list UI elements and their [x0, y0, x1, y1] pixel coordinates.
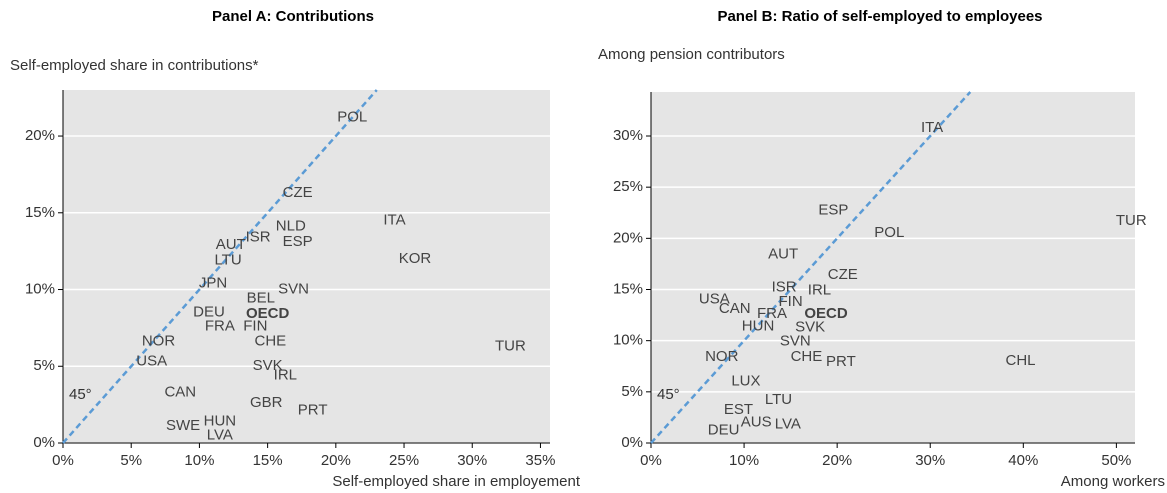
point-label: TUR: [495, 337, 526, 354]
point-label: USA: [699, 291, 730, 308]
point-label: JPN: [199, 274, 227, 291]
point-label: BEL: [247, 290, 275, 307]
x-tick-label: 10%: [729, 452, 759, 469]
point-label: NOR: [705, 348, 739, 365]
point-label: NLD: [276, 218, 306, 235]
point-label: PRT: [298, 402, 328, 419]
point-label: DEU: [708, 422, 740, 439]
chart-title: Panel B: Ratio of self-employed to emplo…: [717, 8, 1042, 25]
point-label: POL: [874, 224, 904, 241]
x-tick-label: 5%: [120, 452, 142, 469]
point-label: GBR: [250, 394, 283, 411]
point-label: CAN: [164, 383, 196, 400]
point-label: OECD: [804, 305, 848, 322]
point-label: PRT: [826, 353, 856, 370]
annotation: 45°: [69, 386, 92, 403]
point-label: FIN: [243, 317, 267, 334]
point-label: TUR: [1116, 212, 1147, 229]
y-tick-label: 10%: [613, 332, 643, 349]
annotation: 45°: [657, 386, 680, 403]
point-label: LVA: [207, 426, 233, 443]
diagonal-line: [62, 89, 378, 444]
x-tick-label: 0%: [640, 452, 662, 469]
point-label: IRL: [808, 281, 831, 298]
point-label: ESP: [818, 202, 848, 219]
x-tick-label: 0%: [52, 452, 74, 469]
point-label: ESP: [283, 233, 313, 250]
point-label: AUS: [741, 414, 772, 431]
point-label: SWE: [166, 417, 200, 434]
point-label: ISR: [246, 228, 271, 245]
x-tick-label: 20%: [822, 452, 852, 469]
point-label: HUN: [742, 317, 775, 334]
y-tick-label: 25%: [613, 178, 643, 195]
y-tick-label: 15%: [613, 280, 643, 297]
point-label: CHE: [791, 348, 823, 365]
point-label: KOR: [399, 250, 432, 267]
point-label: CZE: [828, 266, 858, 283]
point-label: LUX: [731, 373, 760, 390]
point-label: EST: [724, 401, 753, 418]
point-label: FRA: [205, 317, 235, 334]
y-tick-label: 20%: [613, 229, 643, 246]
point-label: LTU: [214, 251, 241, 268]
x-tick-label: 50%: [1101, 452, 1131, 469]
point-label: CHE: [255, 333, 287, 350]
x-tick-label: 10%: [184, 452, 214, 469]
y-tick-label: 15%: [25, 204, 55, 221]
point-label: SVK: [253, 357, 283, 374]
point-label: ISR: [772, 278, 797, 295]
x-tick-label: 20%: [321, 452, 351, 469]
x-tick-label: 30%: [457, 452, 487, 469]
point-label: POL: [337, 109, 367, 126]
y-axis-label: Among pension contributors: [598, 46, 785, 63]
x-axis-label: Self-employed share in employement: [332, 473, 580, 490]
y-tick-label: 5%: [33, 357, 55, 374]
y-axis-label: Self-employed share in contributions*: [10, 57, 259, 74]
point-label: ITA: [921, 119, 943, 136]
point-label: LVA: [775, 416, 801, 433]
y-tick-label: 30%: [613, 127, 643, 144]
x-axis-label: Among workers: [1061, 473, 1165, 490]
point-label: LTU: [765, 391, 792, 408]
point-label: SVK: [795, 318, 825, 335]
x-tick-label: 15%: [253, 452, 283, 469]
plot-area: [651, 92, 1135, 443]
x-tick-label: 30%: [915, 452, 945, 469]
point-label: AUT: [768, 246, 798, 263]
point-label: ITA: [383, 211, 405, 228]
y-tick-label: 10%: [25, 280, 55, 297]
y-tick-label: 0%: [621, 434, 643, 451]
point-label: FRA: [757, 305, 787, 322]
y-tick-label: 20%: [25, 127, 55, 144]
x-tick-label: 25%: [389, 452, 419, 469]
diagonal-line: [650, 91, 972, 444]
y-tick-label: 5%: [621, 383, 643, 400]
point-label: AUT: [216, 236, 246, 253]
point-label: CHL: [1006, 352, 1036, 369]
point-label: SVN: [780, 333, 811, 350]
point-label: HUN: [204, 412, 237, 429]
point-label: CAN: [719, 300, 751, 317]
point-label: DEU: [193, 304, 225, 321]
point-label: FIN: [779, 293, 803, 310]
x-tick-label: 35%: [525, 452, 555, 469]
x-tick-label: 40%: [1008, 452, 1038, 469]
chart-title: Panel A: Contributions: [212, 8, 374, 25]
point-label: IRL: [274, 366, 297, 383]
point-label: OECD: [246, 305, 290, 322]
point-label: NOR: [142, 333, 176, 350]
y-tick-label: 0%: [33, 434, 55, 451]
point-label: SVN: [278, 280, 309, 297]
point-label: CZE: [283, 184, 313, 201]
plot-area: [63, 90, 550, 443]
point-label: USA: [136, 353, 167, 370]
